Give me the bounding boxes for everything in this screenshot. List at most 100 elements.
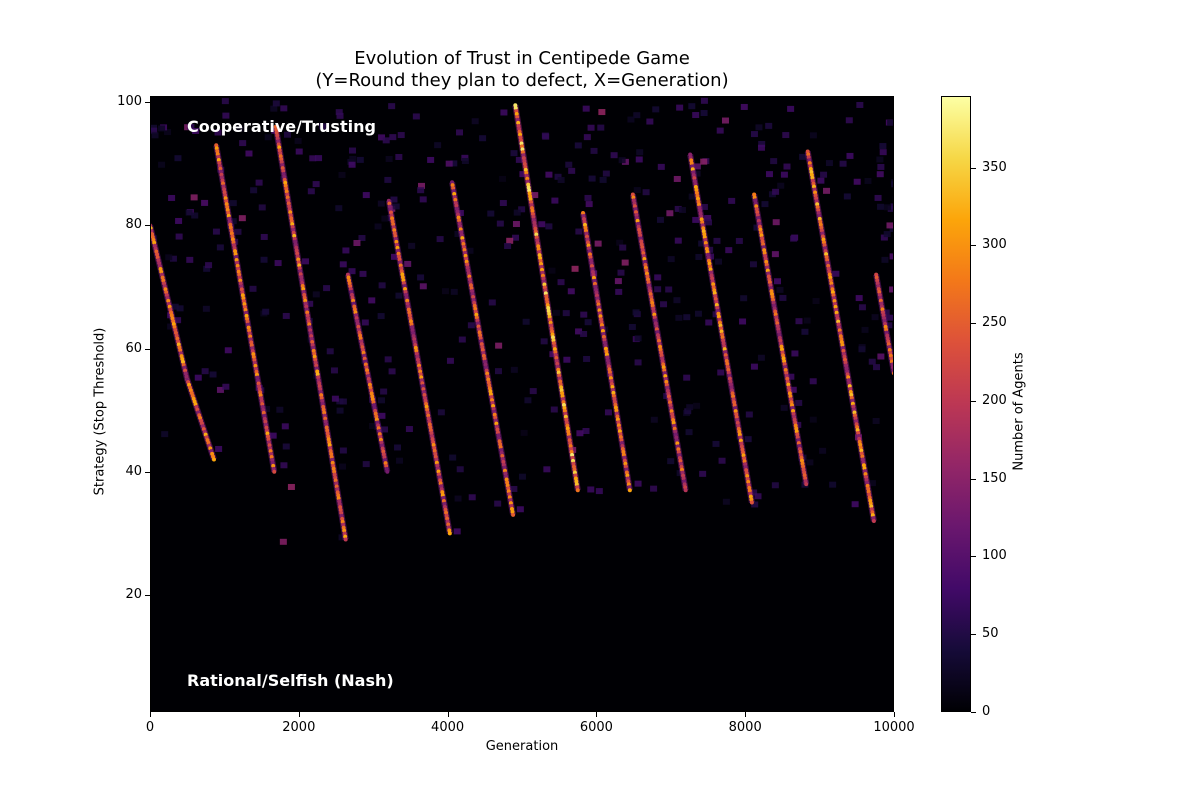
heatmap-cell xyxy=(871,519,876,524)
heatmap-cell xyxy=(720,332,725,337)
heatmap-cell xyxy=(548,320,553,325)
heatmap-cell xyxy=(304,307,309,312)
heatmap-cell xyxy=(222,383,230,390)
heatmap-cell xyxy=(622,458,627,463)
heatmap-cell xyxy=(211,457,216,462)
heatmap-cell xyxy=(795,399,803,406)
heatmap-cell xyxy=(466,247,474,254)
heatmap-cell xyxy=(311,348,316,353)
heatmap-cell xyxy=(722,498,730,505)
heatmap-cell xyxy=(590,270,595,275)
heatmap-cell xyxy=(284,186,289,191)
heatmap-cell xyxy=(791,350,799,357)
heatmap-cell xyxy=(699,217,704,222)
heatmap-cell xyxy=(618,435,623,440)
annotation-rational: Rational/Selfish (Nash) xyxy=(187,671,394,690)
heatmap-cell xyxy=(378,412,386,419)
heatmap-cell xyxy=(534,235,539,240)
heatmap-cell xyxy=(535,238,540,243)
heatmap-cell xyxy=(286,201,291,206)
heatmap-cell xyxy=(295,148,303,155)
heatmap-cell xyxy=(599,176,607,183)
heatmap-cell xyxy=(619,438,624,443)
heatmap-cell xyxy=(688,155,693,160)
heatmap-cell xyxy=(543,288,548,293)
heatmap-cell xyxy=(518,135,523,140)
heatmap-cell xyxy=(307,188,315,195)
heatmap-cell xyxy=(607,370,612,375)
heatmap-cell xyxy=(294,248,299,253)
heatmap-cell xyxy=(700,203,708,210)
heatmap-cell xyxy=(380,388,388,395)
heatmap-cell xyxy=(717,369,725,376)
heatmap-cell xyxy=(289,219,294,224)
heatmap-cell xyxy=(532,223,537,228)
heatmap-cell xyxy=(542,133,550,140)
heatmap-cell xyxy=(510,150,518,157)
heatmap-cell xyxy=(765,122,773,129)
heatmap-cell xyxy=(175,217,183,224)
heatmap-cell xyxy=(339,513,344,518)
heatmap-cell xyxy=(809,132,817,139)
heatmap-cell xyxy=(721,341,726,346)
heatmap-cell xyxy=(329,454,334,459)
heatmap-cell xyxy=(224,347,232,354)
colorbar-label: Number of Agents xyxy=(1011,352,1027,471)
heatmap-cell xyxy=(749,497,754,502)
heatmap-cell xyxy=(588,258,593,263)
heatmap-cell xyxy=(275,133,280,138)
heatmap-cell xyxy=(591,275,596,280)
heatmap-cell xyxy=(587,124,595,131)
x-tick-mark xyxy=(447,712,449,717)
heatmap-cell xyxy=(287,207,292,212)
heatmap-cell xyxy=(582,216,587,221)
heatmap-cell xyxy=(589,264,594,269)
heatmap-cell xyxy=(161,431,169,438)
heatmap-cell xyxy=(624,467,629,472)
heatmap-cell xyxy=(545,303,550,308)
heatmap-cell xyxy=(690,167,695,172)
heatmap-cell xyxy=(338,508,343,513)
heatmap-cell xyxy=(591,272,596,277)
heatmap-cell xyxy=(392,203,400,210)
heatmap-cell xyxy=(201,199,209,206)
heatmap-cell xyxy=(479,135,487,142)
heatmap-cell xyxy=(704,246,709,251)
heatmap-cell xyxy=(583,355,591,362)
heatmap-cell xyxy=(587,252,592,257)
heatmap-cell xyxy=(617,426,622,431)
heatmap-cell xyxy=(612,399,617,404)
heatmap-cell xyxy=(883,231,891,238)
heatmap-cell xyxy=(397,132,405,139)
heatmap-cell xyxy=(554,355,559,360)
heatmap-cell xyxy=(377,200,385,207)
heatmap-cell xyxy=(302,295,307,300)
heatmap-cell xyxy=(339,398,347,405)
heatmap-cell xyxy=(540,338,548,345)
heatmap-cell xyxy=(891,181,894,188)
heatmap-cell xyxy=(326,348,334,355)
colorbar-tick-label: 200 xyxy=(982,392,1007,408)
heatmap-cell xyxy=(396,457,404,464)
heatmap-cell xyxy=(581,213,586,218)
heatmap-cell xyxy=(706,255,711,260)
heatmap-cell xyxy=(585,201,593,208)
heatmap-cell xyxy=(650,485,658,492)
heatmap-cell xyxy=(845,117,853,124)
heatmap-cell xyxy=(539,264,544,269)
colorbar-tick-mark xyxy=(971,167,976,169)
heatmap-cell xyxy=(496,220,504,227)
heatmap-cell xyxy=(518,206,526,213)
heatmap-cell xyxy=(600,326,605,331)
colorbar-tick-label: 0 xyxy=(982,704,991,719)
heatmap-cell xyxy=(618,432,623,437)
heatmap-cell xyxy=(289,216,294,221)
heatmap-cell xyxy=(339,261,347,268)
y-tick-label: 80 xyxy=(125,217,142,233)
heatmap-cell xyxy=(316,378,321,383)
heatmap-cell xyxy=(315,372,320,377)
x-tick-mark xyxy=(596,712,598,717)
heatmap-cell xyxy=(627,116,635,123)
heatmap-cell xyxy=(385,469,390,474)
heatmap-cell xyxy=(741,453,746,458)
